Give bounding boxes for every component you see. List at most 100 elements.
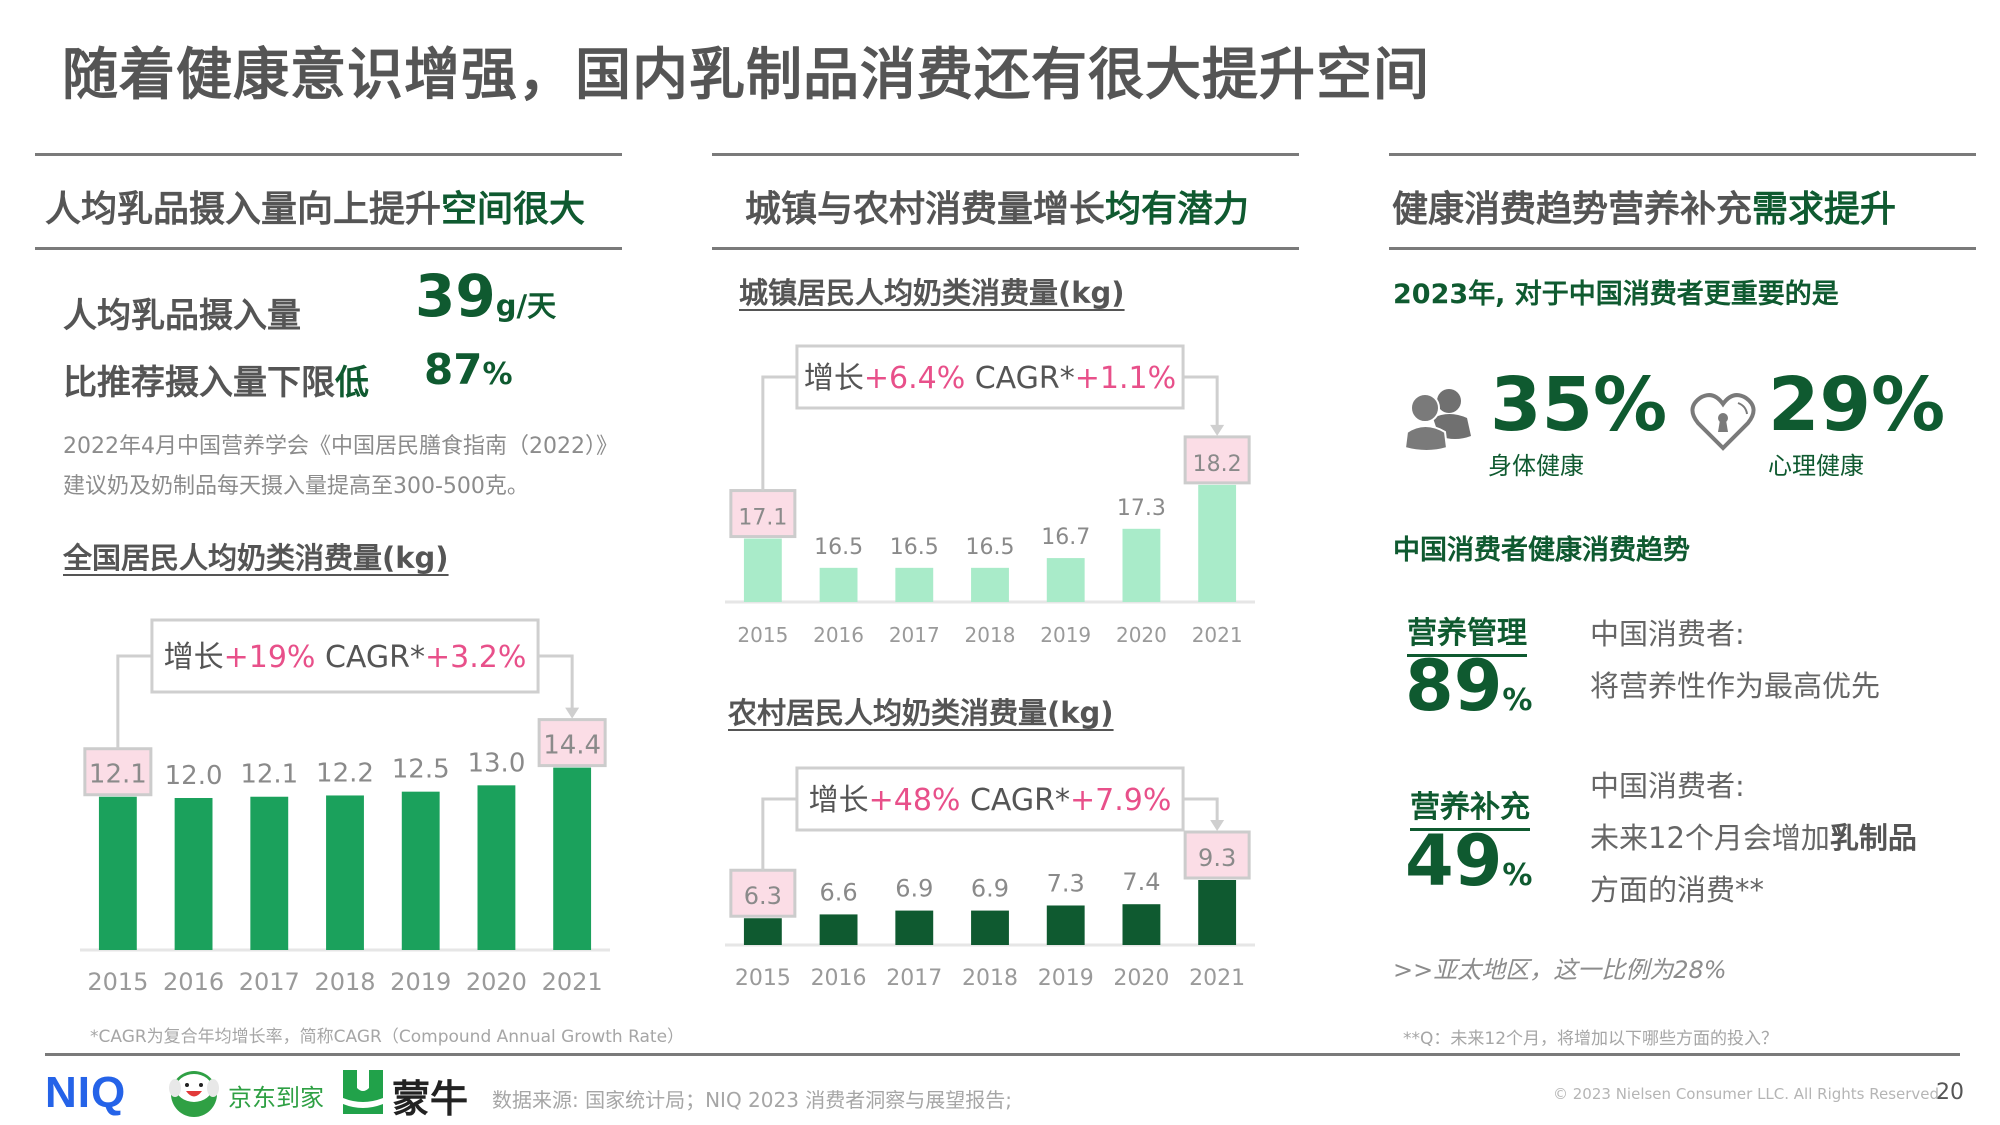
divider	[1389, 247, 1976, 250]
trends-heading: 中国消费者健康消费趋势	[1393, 535, 1690, 566]
data-label: 12.5	[392, 755, 450, 785]
gap-number: 87	[424, 345, 483, 394]
data-label: 17.3	[1117, 496, 1166, 521]
heading-highlight: 均有潜力	[1105, 189, 1250, 230]
note-line: 2022年4月中国营养学会《中国居民膳食指南（2022）》	[63, 434, 618, 459]
data-label: 12.0	[165, 761, 223, 791]
footer-divider	[45, 1053, 1960, 1056]
bar	[1122, 528, 1161, 602]
bar	[895, 910, 934, 945]
arrow-down-icon	[1210, 820, 1225, 831]
rural-bar-chart: 6.3 2015 6.6 2016 6.9 2017 6.9 2018 7.3 2019 7.4 20…	[725, 766, 1255, 991]
bar	[743, 918, 782, 945]
people-icon	[1405, 389, 1471, 450]
data-label: 16.5	[890, 535, 939, 560]
bar	[971, 910, 1009, 945]
nutrition-management-pct: 89%	[1405, 645, 1532, 727]
intake-unit: g/天	[495, 289, 557, 323]
urban-chart-title: 城镇居民人均奶类消费量(kg)	[739, 276, 1125, 310]
intake-number: 39	[415, 262, 496, 330]
jd-dog-logo-icon	[169, 1071, 219, 1117]
cagr-footnote: *CAGR为复合年均增长率，简称CAGR（Compound Annual Gro…	[90, 1027, 685, 1047]
data-label: 7.3	[1047, 869, 1085, 897]
x-tick-label: 2019	[390, 968, 451, 996]
growth-annotation: 增长+19% CAGR*+3.2%	[164, 640, 527, 675]
intake-value: 39g/天	[415, 262, 556, 330]
connector-line	[538, 654, 574, 710]
growth-box	[795, 344, 1185, 410]
desc-line: 中国消费者:	[1590, 617, 1745, 651]
bar	[250, 796, 289, 950]
nutrition-supplement-pct: 49%	[1405, 820, 1532, 902]
national-chart: 12.1 2015 12.0 2016 12.1 2017 12.2 2018 12.5 2019…	[80, 610, 640, 1004]
growth-annotation: 增长+48% CAGR*+7.9%	[809, 783, 1172, 818]
nutrition-supplement-desc: 中国消费者: 未来12个月会增加乳制品 方面的消费**	[1590, 760, 1917, 916]
highlight-label-box	[83, 747, 153, 797]
urban-chart: 17.1 2015 16.5 2016 16.5 2017 16.5 2018 16.7 2019…	[725, 340, 1285, 654]
gap-label-text: 比推荐摄入量下限	[63, 363, 335, 403]
divider	[1389, 153, 1976, 156]
nutrition-management-label: 营养管理	[1407, 608, 1527, 657]
divider	[712, 247, 1299, 250]
apac-note: >>亚太地区，这一比例为28%	[1393, 956, 1727, 984]
growth-annotation-part: +1.1%	[1075, 361, 1176, 396]
x-tick-label: 2017	[889, 623, 940, 647]
growth-annotation-part: +6.4%	[864, 361, 965, 396]
data-label: 6.3	[744, 882, 782, 910]
heading-part: 城镇与农村消费量增长	[745, 189, 1106, 230]
page-number: 20	[1936, 1080, 1964, 1105]
data-label: 6.9	[895, 875, 933, 903]
desc-bold: 乳制品	[1829, 821, 1917, 855]
urban-bar-chart: 17.1 2015 16.5 2016 16.5 2017 16.5 2018 16.7 2019…	[725, 344, 1255, 647]
x-tick-label: 2016	[811, 966, 867, 991]
growth-box	[795, 766, 1185, 832]
mental-health-label: 心理健康	[1768, 452, 1864, 480]
rural-chart-title: 农村居民人均奶类消费量(kg)	[728, 696, 1114, 730]
divider	[712, 153, 1299, 156]
growth-annotation-part: +7.9%	[1070, 783, 1171, 818]
physical-health-label: 身体健康	[1488, 452, 1584, 480]
growth-annotation-part: +3.2%	[425, 640, 526, 675]
growth-annotation-part: +19%	[224, 640, 316, 675]
bar	[1046, 558, 1085, 602]
national-chart-title: 全国居民人均奶类消费量(kg)	[63, 541, 449, 575]
data-label: 16.5	[966, 535, 1015, 560]
bar	[1046, 905, 1085, 945]
growth-annotation-part: 增长	[809, 783, 869, 818]
mengniu-logo-icon	[343, 1070, 383, 1114]
bar	[1198, 484, 1237, 602]
data-label: 9.3	[1198, 844, 1236, 872]
highlight-label-box	[537, 718, 607, 768]
arrow-down-icon	[1210, 424, 1225, 436]
copyright: © 2023 Nielsen Consumer LLC. All Rights …	[1553, 1085, 1944, 1103]
x-tick-label: 2018	[962, 966, 1018, 991]
gap-value: 87%	[424, 345, 513, 394]
x-tick-label: 2019	[1038, 966, 1094, 991]
growth-annotation-part: CAGR*	[960, 783, 1070, 818]
divider	[35, 247, 622, 250]
left-section-heading: 人均乳品摄入量向上提升空间很大	[45, 180, 585, 232]
bar	[477, 785, 516, 950]
pct-number: 89	[1405, 645, 1503, 727]
growth-annotation-part: 增长	[164, 640, 224, 675]
bar	[553, 767, 592, 950]
growth-box	[150, 618, 540, 694]
highlight-label-box	[729, 868, 797, 918]
arrow-down-icon	[565, 707, 580, 719]
middle-section-heading: 城镇与农村消费量增长均有潜力	[745, 180, 1249, 232]
nutrition-management-desc: 中国消费者: 将营养性作为最高优先	[1590, 608, 1880, 712]
bar	[326, 795, 364, 950]
x-tick-label: 2015	[737, 623, 788, 647]
heading-highlight: 需求提升	[1752, 189, 1897, 230]
page-title: 随着健康意识增强，国内乳制品消费还有很大提升空间	[62, 43, 1430, 108]
data-source: 数据来源: 国家统计局；NIQ 2023 消费者洞察与展望报告;	[492, 1088, 1013, 1112]
x-tick-label: 2018	[965, 623, 1016, 647]
bar	[174, 798, 213, 950]
niq-logo: NIQ	[45, 1068, 127, 1117]
jd-logo-text: 京东到家	[228, 1084, 324, 1112]
bar	[1198, 880, 1237, 945]
x-tick-label: 2015	[87, 968, 148, 996]
pct-unit: %	[1502, 858, 1533, 893]
data-label: 12.2	[316, 758, 374, 788]
growth-annotation-part: CAGR*	[315, 640, 425, 675]
